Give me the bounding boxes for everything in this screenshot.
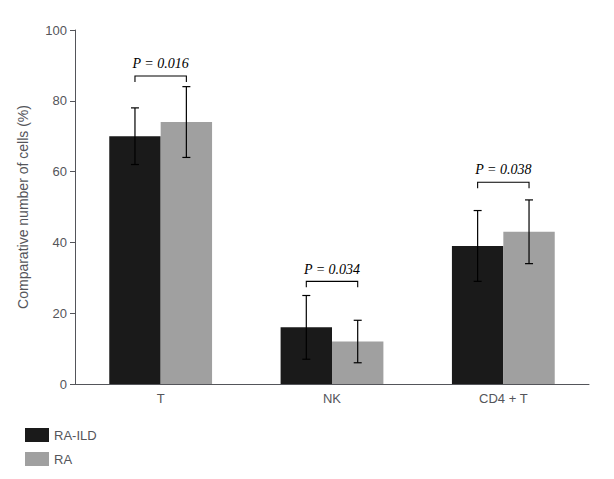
svg-text:Comparative number of cells (%: Comparative number of cells (%) (15, 105, 31, 309)
svg-text:P = 0.038: P = 0.038 (474, 162, 531, 177)
svg-text:60: 60 (53, 164, 67, 179)
svg-text:20: 20 (53, 306, 67, 321)
svg-text:RA-ILD: RA-ILD (54, 428, 97, 443)
svg-text:80: 80 (53, 93, 67, 108)
svg-text:RA: RA (54, 452, 72, 467)
svg-text:NK: NK (323, 391, 341, 406)
svg-text:T: T (157, 391, 165, 406)
svg-text:P = 0.034: P = 0.034 (303, 262, 360, 277)
svg-text:40: 40 (53, 235, 67, 250)
svg-text:P = 0.016: P = 0.016 (132, 56, 189, 71)
svg-text:0: 0 (60, 377, 67, 392)
svg-text:CD4 + T: CD4 + T (479, 391, 528, 406)
svg-text:100: 100 (45, 23, 67, 38)
